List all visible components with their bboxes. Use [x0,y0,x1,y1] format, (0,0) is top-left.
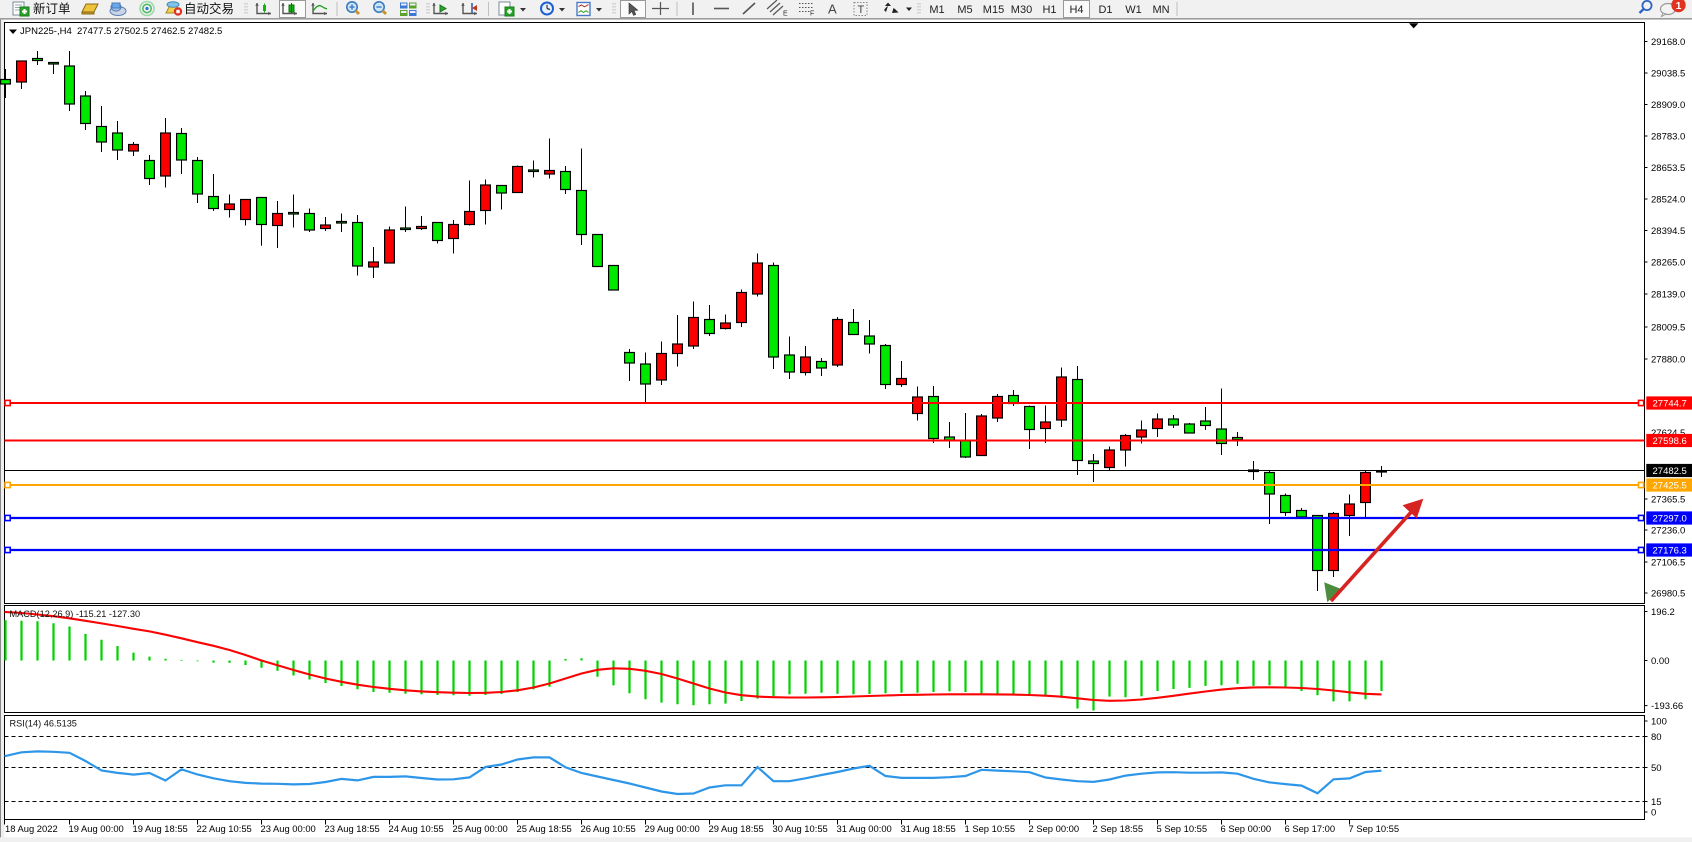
svg-text:MACD(12,26,9) -115.21 -127.30: MACD(12,26,9) -115.21 -127.30 [10,609,141,619]
svg-text:27744.7: 27744.7 [1653,399,1687,410]
svg-text:30 Aug 10:55: 30 Aug 10:55 [773,823,828,834]
svg-text:自动交易: 自动交易 [184,1,234,16]
svg-text:27425.5: 27425.5 [1653,481,1687,492]
svg-text:M5: M5 [957,4,972,16]
svg-text:28265.0: 28265.0 [1651,257,1685,268]
svg-text:100: 100 [1651,716,1667,727]
svg-text:27176.3: 27176.3 [1653,546,1687,557]
svg-text:新订单: 新订单 [33,1,71,16]
svg-text:25 Aug 18:55: 25 Aug 18:55 [517,823,572,834]
svg-text:1: 1 [1676,0,1682,12]
svg-text:27106.5: 27106.5 [1651,557,1685,568]
svg-text:2 Sep 00:00: 2 Sep 00:00 [1029,823,1080,834]
svg-text:25 Aug 00:00: 25 Aug 00:00 [453,823,508,834]
svg-text:24 Aug 10:55: 24 Aug 10:55 [389,823,444,834]
svg-text:27236.0: 27236.0 [1651,525,1685,536]
svg-text:E: E [783,11,788,18]
svg-text:1 Sep 10:55: 1 Sep 10:55 [965,823,1016,834]
svg-text:18 Aug 2022: 18 Aug 2022 [5,823,58,834]
svg-text:29 Aug 00:00: 29 Aug 00:00 [645,823,700,834]
svg-text:MN: MN [1152,4,1169,16]
svg-text:0.00: 0.00 [1651,656,1670,667]
svg-text:27624.5: 27624.5 [1651,428,1685,439]
svg-text:50: 50 [1651,763,1662,774]
svg-text:5 Sep 10:55: 5 Sep 10:55 [1157,823,1208,834]
svg-text:M1: M1 [929,4,944,16]
svg-text:0: 0 [1651,807,1656,818]
svg-text:27297.0: 27297.0 [1653,514,1687,525]
svg-text:23 Aug 18:55: 23 Aug 18:55 [325,823,380,834]
svg-text:2 Sep 18:55: 2 Sep 18:55 [1093,823,1144,834]
svg-text:29168.0: 29168.0 [1651,37,1685,48]
svg-text:H1: H1 [1042,4,1056,16]
svg-text:A: A [828,2,837,17]
svg-text:29 Aug 18:55: 29 Aug 18:55 [709,823,764,834]
svg-text:JPN225-,H4 27477.5 27502.5 27: JPN225-,H4 27477.5 27502.5 27462.5 27482… [20,26,222,37]
svg-text:H4: H4 [1069,4,1083,16]
svg-text:27598.6: 27598.6 [1653,436,1687,447]
svg-text:F: F [810,11,814,18]
svg-text:22 Aug 10:55: 22 Aug 10:55 [197,823,252,834]
svg-text:19 Aug 00:00: 19 Aug 00:00 [69,823,124,834]
svg-text:T: T [858,4,865,16]
svg-text:31 Aug 00:00: 31 Aug 00:00 [837,823,892,834]
svg-text:26980.5: 26980.5 [1651,588,1685,599]
svg-text:15: 15 [1651,797,1662,808]
svg-text:28524.0: 28524.0 [1651,194,1685,205]
svg-text:RSI(14) 46.5135: RSI(14) 46.5135 [10,719,77,729]
svg-text:29038.5: 29038.5 [1651,68,1685,79]
svg-text:6 Sep 17:00: 6 Sep 17:00 [1285,823,1336,834]
svg-text:-193.66: -193.66 [1651,701,1683,712]
svg-text:M15: M15 [983,4,1004,16]
svg-text:28653.5: 28653.5 [1651,163,1685,174]
svg-text:28783.0: 28783.0 [1651,131,1685,142]
svg-text:28009.5: 28009.5 [1651,322,1685,333]
svg-text:28394.5: 28394.5 [1651,226,1685,237]
svg-text:W1: W1 [1125,4,1142,16]
svg-text:28139.0: 28139.0 [1651,289,1685,300]
svg-text:28909.0: 28909.0 [1651,100,1685,111]
svg-text:7 Sep 10:55: 7 Sep 10:55 [1349,823,1400,834]
svg-text:D1: D1 [1098,4,1112,16]
svg-text:27365.5: 27365.5 [1651,494,1685,505]
svg-text:19 Aug 18:55: 19 Aug 18:55 [133,823,188,834]
svg-text:27482.5: 27482.5 [1653,466,1687,477]
svg-text:26 Aug 10:55: 26 Aug 10:55 [581,823,636,834]
svg-text:23 Aug 00:00: 23 Aug 00:00 [261,823,316,834]
svg-text:6 Sep 00:00: 6 Sep 00:00 [1221,823,1272,834]
svg-text:196.2: 196.2 [1651,607,1675,618]
svg-text:M30: M30 [1011,4,1032,16]
svg-text:27880.0: 27880.0 [1651,354,1685,365]
svg-text:80: 80 [1651,732,1662,743]
svg-text:31 Aug 18:55: 31 Aug 18:55 [901,823,956,834]
